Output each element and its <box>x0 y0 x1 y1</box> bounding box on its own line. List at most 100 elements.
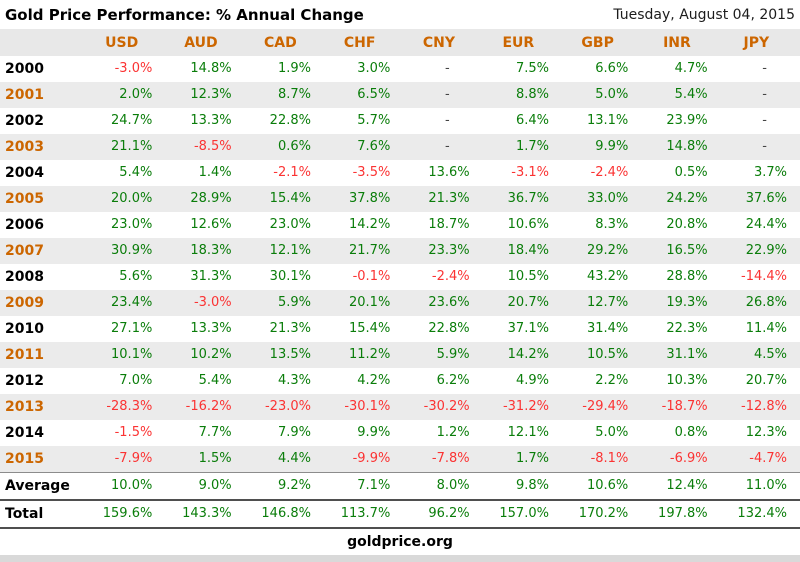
column-header-cad: CAD <box>244 29 324 56</box>
value-cell: 1.5% <box>198 451 232 466</box>
value-cell: 132.4% <box>720 499 800 529</box>
value-cell: 5.4% <box>674 87 708 102</box>
row-label: 2003 <box>5 139 44 155</box>
value-cell: 12.1% <box>269 243 311 258</box>
value-cell: 2.2% <box>595 373 629 388</box>
value-cell: 19.3% <box>666 295 708 310</box>
value-cell: -7.9% <box>114 451 153 466</box>
value-cell: -3.0% <box>193 295 232 310</box>
value-cell: 23.0% <box>269 217 311 232</box>
value-cell: 7.7% <box>198 425 232 440</box>
value-cell: 7.9% <box>277 425 311 440</box>
value-cell: 5.4% <box>198 373 232 388</box>
column-header-inr: INR <box>641 29 721 56</box>
value-cell: 9.0% <box>165 472 245 500</box>
value-cell: 16.5% <box>666 243 708 258</box>
annual-change-table: USD AUD CAD CHF CNY EUR GBP INR JPY 2000 -3.0% 14.… <box>0 29 800 529</box>
value-cell: 0.5% <box>674 165 708 180</box>
value-cell: 21.1% <box>111 139 153 154</box>
value-cell: 13.1% <box>586 113 629 128</box>
value-cell: 8.8% <box>515 87 549 102</box>
value-cell: -4.7% <box>749 451 787 466</box>
header-row: USD AUD CAD CHF CNY EUR GBP INR JPY <box>0 29 800 56</box>
row-label: 2006 <box>5 217 44 233</box>
value-cell: 20.7% <box>745 373 787 388</box>
row-label: 2014 <box>5 425 44 441</box>
table-row-2006: 2006 23.0% 12.6% 23.0% 14.2% 18.7% 10.6% 8.3% 20… <box>0 212 800 238</box>
table-row-2011: 2011 10.1% 10.2% 13.5% 11.2% 5.9% 14.2% 10.5% 31… <box>0 342 800 368</box>
value-cell: 1.4% <box>198 165 232 180</box>
row-label: 2015 <box>5 451 44 467</box>
value-cell: -1.5% <box>114 425 153 440</box>
row-label: Total <box>0 499 86 529</box>
value-cell: 13.3% <box>190 321 232 336</box>
value-cell: 13.5% <box>269 347 311 362</box>
value-cell: 33.0% <box>586 191 629 206</box>
value-cell: 28.9% <box>190 191 232 206</box>
row-label: 2001 <box>5 87 44 103</box>
value-cell: 21.3% <box>269 321 311 336</box>
table-row-2015: 2015 -7.9% 1.5% 4.4% -9.9% -7.8% 1.7% -8.1% -6.9… <box>0 446 800 473</box>
value-cell: 8.3% <box>595 217 629 232</box>
header-corner-cell <box>0 29 86 56</box>
title-bar: Gold Price Performance: % Annual Change … <box>0 0 800 29</box>
value-cell: 24.7% <box>111 113 153 128</box>
value-cell: 21.7% <box>349 243 391 258</box>
row-label: 2009 <box>5 295 44 311</box>
goldprice-org-link[interactable]: goldprice.org <box>347 534 453 550</box>
value-cell: 146.8% <box>244 499 324 529</box>
value-cell: 10.1% <box>111 347 153 362</box>
value-cell: 1.7% <box>515 451 549 466</box>
column-header-jpy: JPY <box>720 29 800 56</box>
value-cell: 12.7% <box>586 295 629 310</box>
value-cell: 197.8% <box>641 499 721 529</box>
value-cell: 36.7% <box>507 191 549 206</box>
value-cell: -2.1% <box>273 165 311 180</box>
table-row-2014: 2014 -1.5% 7.7% 7.9% 9.9% 1.2% 12.1% 5.0% 0.8% 12… <box>0 420 800 446</box>
value-cell: 43.2% <box>586 269 629 284</box>
page-title: Gold Price Performance: % Annual Change <box>5 5 364 24</box>
value-cell: 4.2% <box>357 373 391 388</box>
value-cell: 5.6% <box>119 269 153 284</box>
value-cell: 13.3% <box>190 113 232 128</box>
value-cell: 8.0% <box>403 472 483 500</box>
value-cell: 5.4% <box>119 165 153 180</box>
column-header-chf: CHF <box>323 29 404 56</box>
value-cell: -3.0% <box>114 61 153 76</box>
table-row-2003: 2003 21.1% -8.5% 0.6% 7.6% - 1.7% 9.9% 14.8% - <box>0 134 800 160</box>
value-cell: 15.4% <box>349 321 391 336</box>
value-cell: 159.6% <box>86 499 166 529</box>
value-cell: 10.5% <box>586 347 629 362</box>
value-cell: - <box>762 139 767 154</box>
table-row-2007: 2007 30.9% 18.3% 12.1% 21.7% 23.3% 18.4% 29.2% 1… <box>0 238 800 264</box>
value-cell: 12.6% <box>190 217 232 232</box>
value-cell: 7.6% <box>357 139 391 154</box>
table-row-2010: 2010 27.1% 13.3% 21.3% 15.4% 22.8% 37.1% 31.4% 2… <box>0 316 800 342</box>
value-cell: 27.1% <box>111 321 153 336</box>
value-cell: -16.2% <box>185 399 232 414</box>
row-label: 2012 <box>5 373 44 389</box>
row-label: 2002 <box>5 113 44 129</box>
row-label: 2008 <box>5 269 44 285</box>
value-cell: 113.7% <box>323 499 404 529</box>
value-cell: 2.0% <box>119 87 153 102</box>
value-cell: 5.0% <box>595 425 629 440</box>
value-cell: -3.5% <box>352 165 391 180</box>
value-cell: 5.9% <box>277 295 311 310</box>
value-cell: 23.3% <box>428 243 470 258</box>
value-cell: 11.0% <box>720 472 800 500</box>
value-cell: 10.2% <box>190 347 232 362</box>
value-cell: 12.4% <box>641 472 721 500</box>
value-cell: 22.8% <box>428 321 470 336</box>
value-cell: 1.2% <box>436 425 470 440</box>
table-row-2002: 2002 24.7% 13.3% 22.8% 5.7% - 6.4% 13.1% 23.9% - <box>0 108 800 134</box>
value-cell: 30.1% <box>269 269 311 284</box>
value-cell: 6.2% <box>436 373 470 388</box>
value-cell: 13.6% <box>428 165 470 180</box>
value-cell: -6.9% <box>669 451 708 466</box>
value-cell: 5.0% <box>595 87 629 102</box>
value-cell: 6.5% <box>357 87 391 102</box>
value-cell: 3.7% <box>753 165 787 180</box>
value-cell: 4.7% <box>674 61 708 76</box>
